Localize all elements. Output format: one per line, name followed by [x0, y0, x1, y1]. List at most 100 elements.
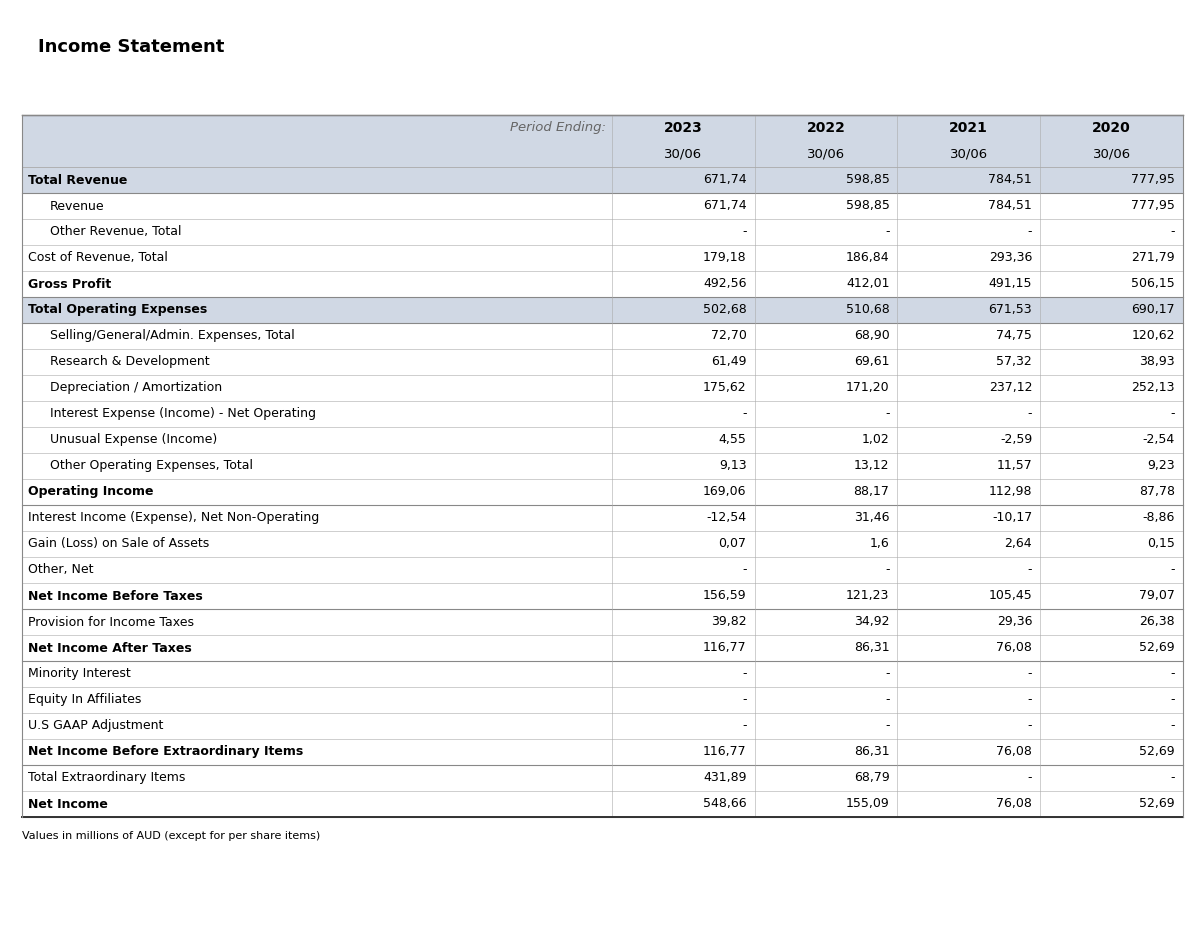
Text: 52,69: 52,69	[1139, 641, 1175, 654]
Text: -: -	[1171, 720, 1175, 732]
Text: 237,12: 237,12	[989, 381, 1032, 395]
Text: -: -	[1027, 771, 1032, 784]
Text: 169,06: 169,06	[703, 485, 747, 498]
Bar	[22, 609, 1183, 635]
Text: 506,15: 506,15	[1131, 278, 1175, 291]
Text: -: -	[1027, 720, 1032, 732]
Text: 105,45: 105,45	[989, 589, 1032, 602]
Text: Other, Net: Other, Net	[28, 564, 94, 577]
Text: 88,17: 88,17	[853, 485, 889, 498]
Bar	[22, 687, 1183, 713]
Text: Other Operating Expenses, Total: Other Operating Expenses, Total	[51, 459, 253, 472]
Text: 69,61: 69,61	[854, 355, 889, 368]
Text: 9,13: 9,13	[719, 459, 747, 472]
Text: 690,17: 690,17	[1131, 304, 1175, 317]
Text: -: -	[1027, 694, 1032, 707]
Text: 598,85: 598,85	[846, 174, 889, 186]
Text: 30/06: 30/06	[1092, 148, 1131, 161]
Text: 116,77: 116,77	[703, 641, 747, 654]
Text: 2,64: 2,64	[1005, 538, 1032, 551]
Text: 38,93: 38,93	[1139, 355, 1175, 368]
Text: -: -	[742, 225, 747, 238]
Text: 252,13: 252,13	[1132, 381, 1175, 395]
Text: 784,51: 784,51	[989, 199, 1032, 212]
Bar	[22, 765, 1183, 791]
Text: 72,70: 72,70	[711, 329, 747, 342]
Text: -: -	[1027, 408, 1032, 421]
Bar	[22, 635, 1183, 661]
Text: 9,23: 9,23	[1148, 459, 1175, 472]
Text: Provision for Income Taxes: Provision for Income Taxes	[28, 615, 194, 628]
Text: 548,66: 548,66	[703, 798, 747, 811]
Bar	[22, 349, 1183, 375]
Text: 52,69: 52,69	[1139, 798, 1175, 811]
Text: 1,02: 1,02	[861, 434, 889, 447]
Text: 11,57: 11,57	[996, 459, 1032, 472]
Text: -: -	[1171, 694, 1175, 707]
Bar	[22, 115, 1183, 167]
Text: -: -	[885, 408, 889, 421]
Text: -2,59: -2,59	[1000, 434, 1032, 447]
Text: Total Operating Expenses: Total Operating Expenses	[28, 304, 207, 317]
Text: 784,51: 784,51	[989, 174, 1032, 186]
Text: 0,15: 0,15	[1148, 538, 1175, 551]
Text: 61,49: 61,49	[711, 355, 747, 368]
Text: Net Income Before Extraordinary Items: Net Income Before Extraordinary Items	[28, 745, 303, 758]
Text: Interest Expense (Income) - Net Operating: Interest Expense (Income) - Net Operatin…	[51, 408, 316, 421]
Text: 68,79: 68,79	[854, 771, 889, 784]
Text: Period Ending:: Period Ending:	[510, 122, 606, 135]
Text: 68,90: 68,90	[854, 329, 889, 342]
Text: 431,89: 431,89	[703, 771, 747, 784]
Bar	[22, 453, 1183, 479]
Text: -: -	[1027, 225, 1032, 238]
Text: -2,54: -2,54	[1143, 434, 1175, 447]
Text: Gross Profit: Gross Profit	[28, 278, 111, 291]
Text: Net Income: Net Income	[28, 798, 108, 811]
Bar	[22, 167, 1183, 193]
Text: Operating Income: Operating Income	[28, 485, 154, 498]
Text: Minority Interest: Minority Interest	[28, 668, 131, 681]
Text: 492,56: 492,56	[703, 278, 747, 291]
Text: Equity In Affiliates: Equity In Affiliates	[28, 694, 142, 707]
Text: 2021: 2021	[949, 121, 988, 135]
Text: Revenue: Revenue	[51, 199, 105, 212]
Text: Net Income Before Taxes: Net Income Before Taxes	[28, 589, 203, 602]
Bar	[22, 401, 1183, 427]
Text: Income Statement: Income Statement	[38, 38, 225, 56]
Text: 86,31: 86,31	[854, 745, 889, 758]
Text: 112,98: 112,98	[989, 485, 1032, 498]
Text: -: -	[1027, 668, 1032, 681]
Text: -: -	[1171, 668, 1175, 681]
Text: 116,77: 116,77	[703, 745, 747, 758]
Text: 31,46: 31,46	[854, 511, 889, 525]
Text: Research & Development: Research & Development	[51, 355, 209, 368]
Text: -: -	[1171, 225, 1175, 238]
Text: U.S GAAP Adjustment: U.S GAAP Adjustment	[28, 720, 164, 732]
Text: -: -	[885, 225, 889, 238]
Text: 29,36: 29,36	[997, 615, 1032, 628]
Text: Selling/General/Admin. Expenses, Total: Selling/General/Admin. Expenses, Total	[51, 329, 295, 342]
Text: 121,23: 121,23	[846, 589, 889, 602]
Bar	[22, 193, 1183, 219]
Text: -10,17: -10,17	[992, 511, 1032, 525]
Text: 179,18: 179,18	[703, 252, 747, 265]
Bar	[22, 583, 1183, 609]
Bar	[22, 531, 1183, 557]
Text: -: -	[885, 668, 889, 681]
Text: Total Extraordinary Items: Total Extraordinary Items	[28, 771, 185, 784]
Text: 671,74: 671,74	[703, 199, 747, 212]
Text: 76,08: 76,08	[996, 745, 1032, 758]
Text: 1,6: 1,6	[870, 538, 889, 551]
Text: 120,62: 120,62	[1132, 329, 1175, 342]
Text: 2023: 2023	[664, 121, 703, 135]
Text: 171,20: 171,20	[846, 381, 889, 395]
Bar	[22, 297, 1183, 323]
Text: Cost of Revenue, Total: Cost of Revenue, Total	[28, 252, 168, 265]
Text: 777,95: 777,95	[1131, 199, 1175, 212]
Text: 86,31: 86,31	[854, 641, 889, 654]
Text: -: -	[742, 564, 747, 577]
Text: -: -	[885, 564, 889, 577]
Text: 39,82: 39,82	[711, 615, 747, 628]
Bar	[22, 245, 1183, 271]
Text: 76,08: 76,08	[996, 641, 1032, 654]
